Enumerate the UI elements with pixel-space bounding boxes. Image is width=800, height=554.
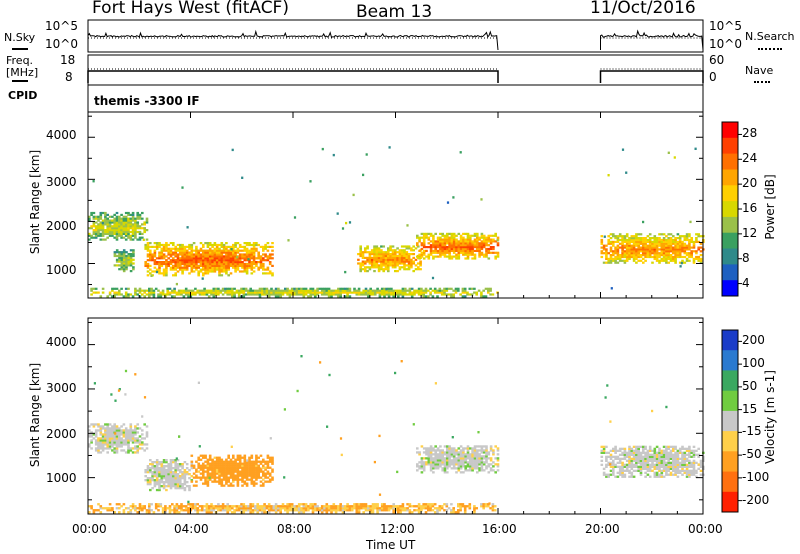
power-echo-region-1: [113, 249, 135, 273]
velocity-echo-region-3: [88, 503, 497, 514]
nsky-trace-0: [87, 29, 499, 51]
power-colorbar-swatch: [722, 137, 738, 155]
nsearch-label: N.Search: [745, 30, 795, 43]
xtick-2000: 20:00: [585, 522, 620, 536]
velocity-colorbar-swatch: [722, 330, 738, 351]
power-echo-region-5: [416, 232, 500, 260]
xlabel: Time UT: [366, 538, 416, 552]
power-colorbar-swatch: [722, 185, 738, 202]
power-colorbar-tick-label: 8: [742, 250, 750, 265]
velocity-colorbar-swatch: [722, 390, 738, 412]
power-colorbar-swatch: [722, 232, 738, 249]
power-ytick-1000: 1000: [46, 263, 77, 277]
velocity-colorbar-swatch: [722, 350, 738, 371]
power-echo-region-3: [90, 287, 499, 298]
velocity-echo-region-5: [600, 445, 705, 478]
velocity-colorbar-swatch: [722, 471, 738, 493]
velocity-echo-region-2: [190, 454, 274, 487]
velocity-colorbar-tick-label: 50: [742, 378, 758, 393]
velocity-colorbar-tick-label: 100: [742, 356, 765, 371]
power-colorbar-swatch: [722, 201, 738, 218]
velocity-echo-region-0: [88, 423, 149, 454]
freq-tick-high: 18: [60, 53, 76, 67]
nave-label: Nave: [745, 64, 774, 77]
nsearch-dotted-marker: [758, 48, 782, 50]
power-ytick-4000: 4000: [46, 128, 77, 142]
velocity-colorbar-tick-label: -100: [742, 469, 770, 484]
xtick-0800: 08:00: [277, 522, 312, 536]
velocity-ylabel: Slant Range [km]: [28, 362, 42, 468]
velocity-colorbar-frame: [721, 329, 739, 513]
power-colorbar-tick-label: 28: [742, 126, 758, 141]
velocity-echo-region-1: [144, 459, 194, 492]
power-colorbar-tick-label: 16: [742, 201, 758, 215]
freq-frame: [87, 54, 704, 86]
freq-line-marker: [12, 80, 28, 82]
xtick-2400: 00:00: [688, 522, 723, 536]
xtick-1200: 12:00: [380, 522, 415, 536]
nsky-line-marker: [12, 48, 28, 50]
velocity-colorbar-label: Velocity [m s-1]: [763, 370, 777, 464]
power-ytick-2000: 2000: [46, 219, 77, 233]
power-echo-region-2: [144, 242, 274, 277]
nsky-tick-high: 10^5: [45, 19, 78, 33]
power-ytick-3000: 3000: [46, 175, 77, 189]
power-scattered-echoes: [92, 146, 697, 291]
power-colorbar-swatch: [722, 280, 738, 297]
freq-unit-label: [MHz]: [6, 66, 39, 79]
velocity-colorbar-tick-label: -15: [742, 424, 762, 439]
nave-dotted-marker: [754, 81, 770, 83]
velocity-colorbar-tick-label: 15: [742, 401, 758, 416]
freq-label: Freq.: [6, 54, 34, 67]
velocity-colorbar-tick-label: -200: [742, 492, 770, 507]
velocity-ytick-3000: 3000: [46, 381, 77, 395]
nsearch-tick-high: 10^5: [709, 19, 742, 33]
power-colorbar-swatch: [722, 169, 738, 186]
cpid-label: CPID: [8, 89, 38, 102]
velocity-ytick-2000: 2000: [46, 427, 77, 441]
power-colorbar-tick-label: 20: [742, 176, 758, 191]
power-colorbar-swatch: [722, 248, 738, 265]
xtick-0400: 04:00: [174, 522, 209, 536]
velocity-colorbar-swatch: [722, 491, 738, 513]
velocity-ytick-4000: 4000: [46, 335, 77, 349]
power-echo-region-6: [600, 233, 705, 264]
nsky-tick-low: 10^0: [45, 37, 78, 51]
velocity-ytick-1000: 1000: [46, 471, 77, 485]
nave-tick-low: 0: [709, 70, 717, 84]
beam-label: Beam 13: [356, 2, 433, 22]
xtick-0000: 00:00: [72, 522, 107, 536]
freq-trace-1: [599, 70, 704, 83]
velocity-colorbar-tick-label: -50: [742, 447, 762, 462]
velocity-colorbar-swatch: [722, 451, 738, 472]
nave-tick-high: 60: [709, 53, 725, 67]
power-colorbar-tick-label: 12: [742, 225, 758, 240]
power-echo-region-0: [88, 211, 149, 241]
velocity-colorbar-tick-label: 200: [742, 333, 765, 348]
radar-title: Fort Hays West (fitACF): [92, 0, 289, 18]
nsky-label: N.Sky: [4, 31, 36, 44]
freq-trace-0: [87, 70, 499, 83]
velocity-colorbar-swatch: [722, 410, 738, 432]
power-ylabel: Slant Range [km]: [28, 149, 42, 255]
velocity-echo-region-4: [416, 445, 500, 474]
power-colorbar-swatch: [722, 216, 738, 234]
velocity-scattered-echoes: [93, 355, 700, 505]
velocity-colorbar-swatch: [722, 431, 738, 452]
power-echo-region-4: [357, 245, 422, 273]
power-colorbar-label: Power [dB]: [763, 174, 777, 240]
nsky-trace-1: [600, 29, 704, 51]
power-colorbar-tick-label: 4: [742, 275, 750, 290]
power-colorbar-swatch: [722, 264, 738, 281]
xtick-1600: 16:00: [482, 522, 517, 536]
cpid-value: themis -3300 IF: [94, 94, 200, 108]
power-colorbar-tick-label: 24: [742, 151, 758, 166]
velocity-colorbar-swatch: [722, 370, 738, 392]
power-colorbar-swatch: [722, 153, 738, 170]
nsearch-tick-low: 10^0: [709, 37, 742, 51]
date-label: 11/Oct/2016: [590, 0, 696, 18]
power-colorbar-swatch: [722, 122, 738, 139]
freq-tick-low: 8: [65, 70, 73, 84]
